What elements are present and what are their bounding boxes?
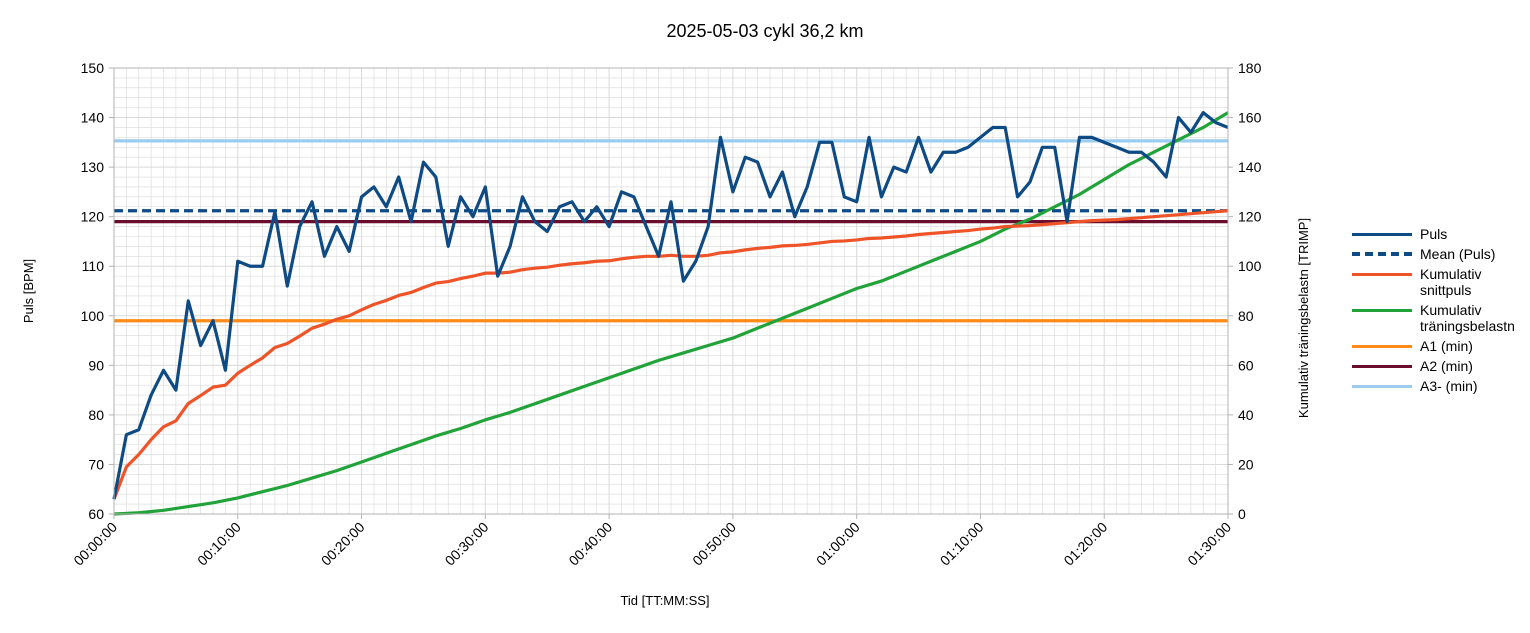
legend-item: A1 (min) <box>1352 338 1530 354</box>
x-tick-label: 01:30:00 <box>1184 519 1234 569</box>
y-tick-label: 90 <box>88 357 104 373</box>
legend-swatch <box>1352 345 1412 348</box>
legend-label: A3- (min) <box>1420 378 1478 394</box>
y-tick-label: 70 <box>88 456 104 472</box>
y2-tick-label: 180 <box>1238 60 1262 76</box>
legend-item: Mean (Puls) <box>1352 246 1530 262</box>
legend-label: Kumulativ träningsbelastn <box>1420 302 1515 334</box>
x-tick-label: 00:40:00 <box>565 519 615 569</box>
x-tick-label: 01:20:00 <box>1060 519 1110 569</box>
x-tick-label: 00:10:00 <box>194 519 244 569</box>
legend-item: Kumulativ träningsbelastn <box>1352 302 1530 334</box>
y-axis-label: Puls [BPM] <box>21 259 36 323</box>
y2-tick-label: 100 <box>1238 258 1262 274</box>
y-tick-label: 110 <box>82 258 105 274</box>
y2-tick-label: 140 <box>1238 159 1262 175</box>
x-tick-label: 01:10:00 <box>937 519 987 569</box>
data-series <box>112 110 1229 516</box>
chart-title: 2025-05-03 cykl 36,2 km <box>666 21 863 41</box>
kumulativ-snittpuls-line <box>112 209 1229 500</box>
legend-label: Puls <box>1420 226 1448 242</box>
legend-item: A3- (min) <box>1352 378 1530 394</box>
legend-item: Kumulativ snittpuls <box>1352 266 1530 298</box>
x-tick-label: 00:00:00 <box>70 519 120 569</box>
legend-swatch <box>1352 385 1412 388</box>
y-tick-label: 100 <box>81 308 105 324</box>
legend-label: A2 (min) <box>1420 358 1473 374</box>
reference-lines <box>114 139 1228 323</box>
y2-tick-label: 40 <box>1238 407 1254 423</box>
kumulativ-traningsbelastn-line <box>113 111 1229 516</box>
gridlines <box>113 67 1229 515</box>
legend-swatch <box>1352 309 1412 312</box>
y2-tick-label: 80 <box>1238 308 1254 324</box>
legend-swatch <box>1352 252 1412 256</box>
x-tick-label: 00:30:00 <box>442 519 492 569</box>
y2-tick-label: 0 <box>1238 506 1246 522</box>
legend-label: A1 (min) <box>1420 338 1473 354</box>
y2-tick-label: 60 <box>1238 357 1254 373</box>
plot-border <box>113 67 1229 515</box>
x-tick-label: 01:00:00 <box>813 519 863 569</box>
y-tick-label: 140 <box>81 110 105 126</box>
y-tick-label: 120 <box>81 209 105 225</box>
x-tick-label: 00:20:00 <box>318 519 368 569</box>
y-tick-label: 80 <box>88 407 104 423</box>
x-axis-label: Tid [TT:MM:SS] <box>620 593 709 608</box>
y2-tick-label: 120 <box>1238 209 1262 225</box>
legend-label: Mean (Puls) <box>1420 246 1496 262</box>
y2-tick-label: 160 <box>1238 110 1262 126</box>
chart-legend: Puls Mean (Puls) Kumulativ snittpuls Kumula… <box>1352 226 1530 398</box>
x-tick-label: 00:50:00 <box>689 519 739 569</box>
legend-label: Kumulativ snittpuls <box>1420 266 1482 298</box>
legend-swatch <box>1352 233 1412 236</box>
y2-tick-label: 20 <box>1238 456 1254 472</box>
y-tick-label: 130 <box>81 159 105 175</box>
legend-item: Puls <box>1352 226 1530 242</box>
puls-series-line <box>112 110 1229 500</box>
y2-axis-label: Kumulativ träningsbelastn [TRIMP] <box>1296 218 1311 418</box>
y-tick-label: 150 <box>81 60 105 76</box>
legend-item: A2 (min) <box>1352 358 1530 374</box>
y-tick-label: 60 <box>88 506 104 522</box>
legend-swatch <box>1352 365 1412 368</box>
legend-swatch <box>1352 273 1412 276</box>
